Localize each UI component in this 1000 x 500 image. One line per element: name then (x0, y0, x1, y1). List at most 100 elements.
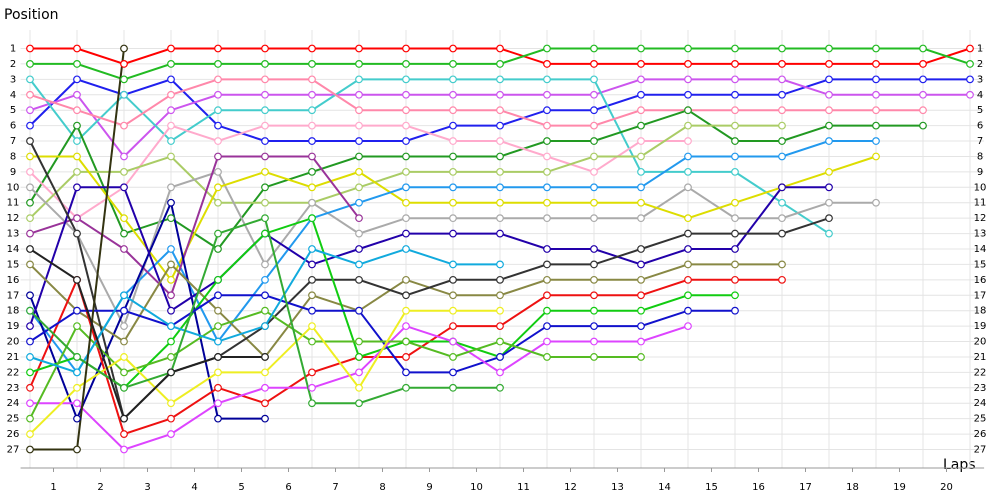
point (637, 167, 645, 176)
y-tick-label: 21 (7, 352, 20, 363)
point (261, 75, 269, 84)
point (543, 306, 551, 315)
point (214, 399, 222, 408)
point (825, 106, 833, 115)
y-tick-label: 16 (7, 275, 20, 286)
x-tick-label: 5 (238, 482, 244, 493)
point (402, 106, 410, 115)
point (167, 152, 175, 161)
point (449, 90, 457, 99)
point (449, 137, 457, 145)
point (402, 368, 410, 377)
point (684, 167, 692, 176)
point (731, 106, 739, 115)
x-tick-label: 7 (332, 482, 338, 493)
point (26, 383, 34, 392)
point (590, 322, 598, 331)
point (167, 260, 175, 269)
point (26, 291, 34, 300)
point (73, 90, 81, 99)
point (308, 275, 316, 284)
y-tick-label-right: 22 (974, 367, 987, 378)
y-tick-label-right: 23 (974, 383, 987, 394)
point (449, 214, 457, 223)
point (778, 137, 786, 145)
point (590, 306, 598, 315)
point (590, 121, 598, 130)
point (120, 291, 128, 300)
y-tick-label: 4 (10, 90, 16, 101)
point (308, 121, 316, 130)
point (355, 260, 363, 269)
point (919, 75, 927, 84)
point (543, 214, 551, 223)
point (825, 137, 833, 145)
point (73, 368, 81, 377)
point (731, 214, 739, 223)
point (261, 275, 269, 284)
point (26, 198, 34, 207)
point (73, 306, 81, 315)
point (543, 167, 551, 176)
y-tick-label-right: 3 (977, 74, 983, 85)
point (355, 44, 363, 53)
point (825, 198, 833, 207)
point (402, 152, 410, 161)
point (26, 399, 34, 408)
point (167, 90, 175, 99)
point (825, 75, 833, 84)
point (590, 337, 598, 346)
point (167, 121, 175, 130)
point (120, 167, 128, 176)
point (684, 44, 692, 53)
point (402, 245, 410, 253)
point (73, 383, 81, 392)
point (261, 106, 269, 115)
point (543, 291, 551, 300)
point (543, 60, 551, 68)
point (214, 306, 222, 315)
point (684, 229, 692, 238)
point (167, 322, 175, 331)
point (261, 414, 269, 423)
point (120, 245, 128, 253)
point (120, 44, 128, 53)
y-tick-label-right: 11 (974, 198, 987, 209)
x-tick-label: 3 (144, 482, 150, 493)
y-tick-label: 9 (10, 167, 16, 178)
point (637, 121, 645, 130)
point (778, 106, 786, 115)
point (120, 337, 128, 346)
point (731, 306, 739, 315)
point (402, 183, 410, 192)
point (167, 214, 175, 223)
point (120, 75, 128, 84)
point (637, 106, 645, 115)
point (496, 183, 504, 192)
point (261, 214, 269, 223)
point (120, 353, 128, 361)
point (355, 121, 363, 130)
point (778, 214, 786, 223)
point (26, 214, 34, 223)
y-tick-label-right: 6 (977, 121, 983, 132)
point (496, 137, 504, 145)
point (261, 260, 269, 269)
point (543, 90, 551, 99)
point (214, 152, 222, 161)
point (167, 291, 175, 300)
point (308, 60, 316, 68)
point (449, 383, 457, 392)
point (355, 60, 363, 68)
y-tick-label: 20 (7, 337, 20, 348)
point (120, 414, 128, 423)
point (825, 60, 833, 68)
point (355, 75, 363, 84)
y-tick-label: 11 (7, 198, 20, 209)
point (637, 291, 645, 300)
point (120, 445, 128, 454)
y-tick-label: 6 (10, 121, 16, 132)
point (308, 291, 316, 300)
point (825, 167, 833, 176)
point (684, 137, 692, 145)
